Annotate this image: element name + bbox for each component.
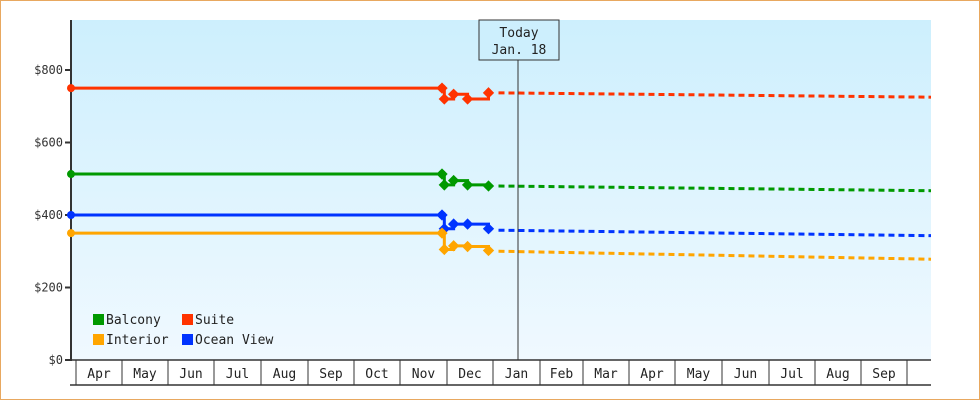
- x-tick-label: May: [687, 367, 711, 382]
- forecast-line: [498, 249, 932, 261]
- data-point[interactable]: [461, 218, 474, 230]
- data-point[interactable]: [447, 174, 460, 187]
- x-tick-label: May: [133, 367, 157, 382]
- legend-swatch: [93, 314, 104, 325]
- legend-swatch: [182, 314, 193, 325]
- x-tick-label: Sep: [872, 367, 896, 382]
- legend-swatch: [93, 334, 104, 345]
- x-tick-label: Apr: [87, 367, 111, 382]
- data-point[interactable]: [447, 240, 460, 252]
- x-tick-label: Jan: [505, 367, 528, 382]
- plot-area: [71, 20, 931, 360]
- data-point[interactable]: [438, 179, 450, 191]
- legend-label: Balcony: [106, 313, 161, 328]
- x-tick-label: Jun: [734, 367, 757, 382]
- legend-swatch: [182, 334, 193, 345]
- forecast-line: [498, 91, 932, 99]
- data-point[interactable]: [482, 180, 495, 192]
- legend-item-ocean-view[interactable]: Ocean View: [182, 333, 273, 348]
- x-tick-label: Aug: [273, 367, 296, 382]
- y-tick-label: $0: [49, 353, 63, 367]
- x-tick-label: Feb: [550, 367, 574, 382]
- forecast-line: [498, 184, 932, 193]
- x-tick-label: Apr: [640, 367, 664, 382]
- legend-item-interior[interactable]: Interior: [93, 333, 169, 348]
- y-axis: $0 $200 $400 $600 $800: [34, 20, 72, 367]
- data-point[interactable]: [461, 240, 474, 253]
- x-tick-label: Jul: [780, 367, 803, 382]
- legend-item-suite[interactable]: Suite: [182, 313, 234, 328]
- x-tick-label: Dec: [458, 367, 481, 382]
- data-point[interactable]: [482, 223, 495, 235]
- legend-label: Interior: [106, 333, 169, 348]
- x-tick-label: Nov: [412, 367, 436, 382]
- y-tick-label: $600: [34, 136, 63, 150]
- x-tick-label: Jun: [179, 367, 202, 382]
- y-tick-label: $200: [34, 281, 63, 295]
- forecast-line: [498, 228, 932, 238]
- data-point[interactable]: [461, 179, 474, 191]
- today-label: Today: [499, 26, 538, 41]
- x-tick-label: Mar: [594, 367, 618, 382]
- data-point[interactable]: [482, 244, 495, 257]
- series-lines: [67, 82, 932, 261]
- legend-label: Ocean View: [195, 333, 273, 348]
- x-axis: Apr May Jun Jul Aug Sep Oct Nov Dec Jan Feb Mar Apr M…: [70, 359, 931, 386]
- legend-label: Suite: [195, 313, 234, 328]
- data-point[interactable]: [438, 243, 450, 256]
- legend: Balcony Suite Interior Ocean View: [93, 313, 273, 348]
- data-point[interactable]: [447, 218, 460, 230]
- today-date: Jan. 18: [492, 43, 547, 58]
- y-tick-label: $400: [34, 208, 63, 222]
- x-tick-label: Aug: [826, 367, 849, 382]
- today-marker: Today Jan. 18: [478, 19, 560, 360]
- x-tick-label: Oct: [365, 367, 388, 382]
- legend-item-balcony[interactable]: Balcony: [93, 313, 161, 328]
- y-tick-label: $800: [34, 63, 63, 77]
- x-tick-label: Jul: [226, 367, 249, 382]
- x-tick-label: Sep: [319, 367, 343, 382]
